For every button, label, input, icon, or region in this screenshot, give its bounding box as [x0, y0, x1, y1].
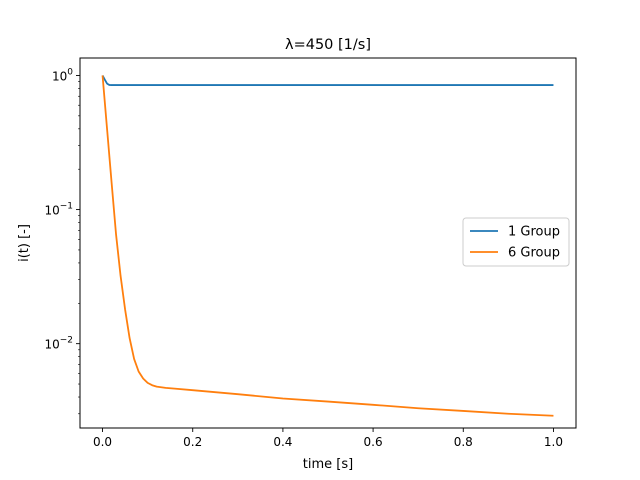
x-axis-label: time [s]	[303, 457, 353, 472]
legend-label-6-group: 6 Group	[508, 246, 560, 261]
legend-box	[462, 217, 570, 267]
legend: 1 Group 6 Group	[462, 217, 570, 267]
y-tick-label: 10−1	[44, 202, 73, 218]
x-tick-label: 0.8	[454, 435, 473, 449]
y-tick-label: 100	[52, 67, 73, 83]
chart-title: λ=450 [1/s]	[285, 37, 371, 53]
x-tick-label: 0.6	[364, 435, 383, 449]
plot-frame	[79, 57, 577, 429]
x-tick-label: 0.0	[93, 435, 112, 449]
plot-lines	[101, 75, 554, 417]
x-tick-label: 1.0	[544, 435, 563, 449]
x-ticks: 0.0 0.2 0.4 0.6 0.8 1.0	[93, 428, 563, 449]
y-ticks: 10−2 10−1 100	[44, 67, 80, 415]
x-tick-label: 0.2	[183, 435, 202, 449]
y-axis-label: i(t) [-]	[17, 224, 32, 262]
y-tick-label: 10−2	[44, 336, 73, 352]
series-line-1-group	[101, 75, 554, 86]
legend-label-1-group: 1 Group	[508, 225, 560, 240]
series-line-6-group	[101, 75, 554, 417]
x-tick-label: 0.4	[273, 435, 292, 449]
